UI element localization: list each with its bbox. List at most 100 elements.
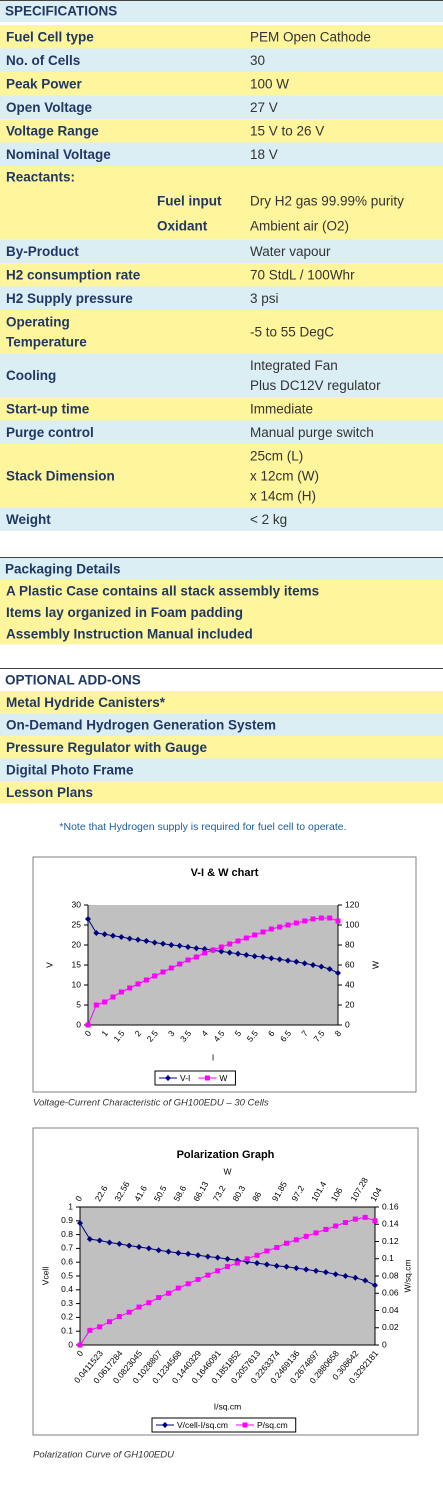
y-tick-label: 5 — [76, 999, 81, 1009]
spec-value: Manual purge switch — [250, 425, 374, 440]
chart-title: Polarization Graph — [177, 1149, 275, 1161]
data-point — [332, 1271, 339, 1278]
section-header-bg — [0, 669, 443, 691]
data-point — [302, 918, 308, 924]
data-point — [273, 1262, 280, 1269]
data-point — [156, 1295, 162, 1301]
data-point — [202, 950, 208, 956]
data-point — [352, 1274, 359, 1281]
spec-row-bg — [0, 286, 443, 310]
data-point — [185, 944, 191, 950]
spec-row-bg — [0, 72, 443, 96]
spec-row-bg — [0, 95, 443, 119]
spec-value: 3 psi — [250, 291, 279, 306]
y-axis-label: V — [44, 962, 54, 968]
spec-row-bg — [0, 119, 443, 143]
data-point — [215, 1268, 221, 1274]
y2-tick-label: 0.12 — [382, 1236, 399, 1246]
data-point — [218, 948, 225, 955]
data-point — [195, 1252, 201, 1259]
data-point — [166, 1290, 171, 1296]
y-tick-label: 10 — [72, 979, 82, 989]
spec-value: 25cm (L) — [250, 448, 303, 463]
spec-label: Open Voltage — [6, 100, 93, 115]
section-header-bg — [0, 558, 443, 580]
data-point — [318, 915, 324, 921]
item-text: Items lay organized in Foam padding — [6, 605, 243, 620]
y2-tick-label: 60 — [345, 959, 355, 969]
x-tick-label: 5 — [233, 1028, 244, 1038]
data-point — [372, 1282, 378, 1289]
y-tick-label: 25 — [72, 919, 82, 929]
data-point — [195, 1276, 201, 1282]
spec-row-bg — [0, 397, 443, 421]
y2-tick-label: 0 — [345, 1019, 350, 1029]
x-tick-label: 3 — [166, 1028, 177, 1038]
chart-title: V-I & W chart — [191, 867, 259, 879]
data-point — [106, 1239, 113, 1246]
data-point — [85, 916, 91, 922]
y-tick-label: 0.9 — [61, 1215, 73, 1225]
item-text: Lesson Plans — [6, 785, 93, 800]
data-point — [260, 954, 266, 960]
section-title: Packaging Details — [5, 562, 121, 577]
y-tick-label: 0.4 — [61, 1284, 73, 1294]
y2-tick-label: 0.08 — [382, 1270, 399, 1280]
data-point — [254, 1252, 260, 1258]
data-point — [176, 942, 183, 949]
chart-caption: Polarization Curve of GH100EDU — [33, 1450, 174, 1461]
spec-label: Temperature — [6, 334, 87, 349]
x-tick-label: 4 — [199, 1028, 210, 1038]
x2-axis-label: W — [223, 1166, 231, 1176]
item-text: Metal Hydride Canisters* — [6, 695, 166, 710]
spec-value: 100 W — [250, 76, 289, 91]
data-point — [362, 1214, 368, 1220]
data-point — [193, 945, 200, 952]
data-point — [116, 1240, 123, 1247]
data-point — [293, 958, 300, 965]
data-point — [333, 1223, 339, 1229]
spec-value: 27 V — [250, 100, 278, 115]
data-point — [214, 1254, 221, 1261]
x2-tick-label: 86 — [250, 1190, 264, 1203]
item-text: A Plastic Case contains all stack assemb… — [6, 583, 319, 598]
spec-value: 18 V — [250, 147, 278, 162]
legend-box — [151, 1417, 297, 1433]
data-point — [210, 947, 216, 953]
data-point — [145, 1245, 152, 1252]
section-title: OPTIONAL ADD-ONS — [5, 673, 141, 688]
data-point — [165, 1248, 172, 1255]
spec-label: Voltage Range — [6, 123, 99, 138]
data-point — [86, 1236, 93, 1243]
item-row-bg — [0, 601, 443, 623]
x-tick-label: 7 — [299, 1028, 310, 1038]
data-point — [264, 1248, 270, 1254]
data-point — [283, 1263, 290, 1270]
y2-tick-label: 40 — [345, 979, 355, 989]
x-axis-label: I/sq.cm — [214, 1401, 241, 1411]
data-point — [87, 1327, 93, 1333]
x-tick-label: 8 — [333, 1028, 344, 1038]
data-point — [372, 1218, 378, 1224]
data-point — [152, 973, 158, 979]
data-point — [168, 942, 175, 948]
data-point — [244, 1256, 250, 1262]
y2-tick-label: 120 — [345, 899, 359, 909]
data-point — [193, 954, 199, 960]
item-text: Pressure Regulator with Gauge — [6, 740, 208, 755]
data-point — [146, 1300, 152, 1306]
data-point — [268, 926, 274, 932]
spec-label: Cooling — [6, 368, 56, 383]
spec-label: Fuel Cell type — [6, 29, 94, 44]
data-point — [243, 952, 250, 958]
data-point — [285, 957, 291, 964]
legend-marker — [165, 1075, 171, 1081]
spec-label: Operating — [6, 314, 70, 329]
x-tick-label: 2 — [133, 1028, 144, 1038]
spec-value: PEM Open Cathode — [250, 29, 371, 44]
x-tick-label: 0 — [83, 1028, 94, 1038]
spec-label: Nominal Voltage — [6, 147, 111, 162]
spec-row-bg — [0, 166, 443, 240]
item-row-bg — [0, 758, 443, 781]
item-text: Assembly Instruction Manual included — [6, 626, 253, 641]
